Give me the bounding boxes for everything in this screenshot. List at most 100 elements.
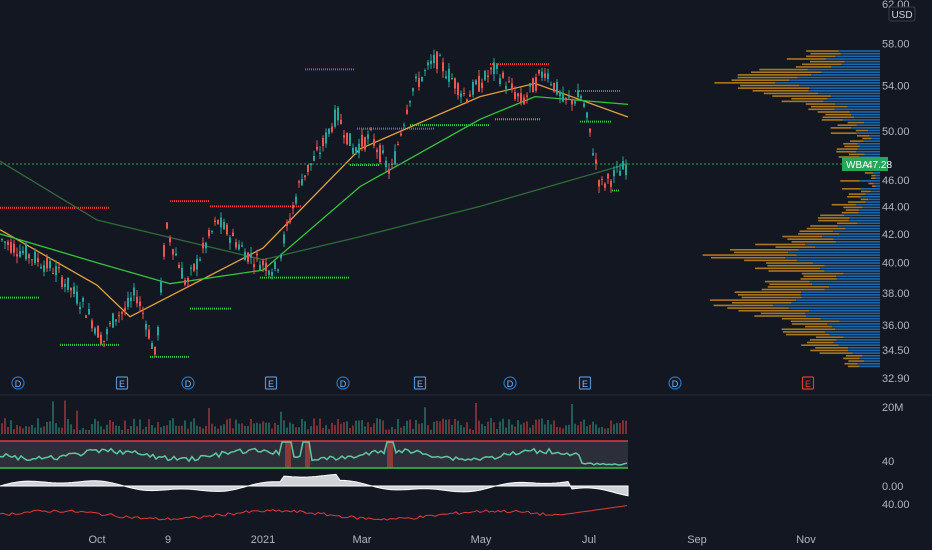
- volume-bar: [55, 423, 57, 434]
- earnings-marker[interactable]: E: [115, 376, 129, 390]
- earnings-marker[interactable]: E: [413, 376, 427, 390]
- volume-profile-bar: [843, 142, 858, 145]
- volume-bar: [226, 419, 228, 434]
- candle-body: [64, 283, 66, 288]
- volume-bar: [337, 419, 339, 434]
- candle-body: [235, 242, 237, 248]
- volume-bar: [361, 420, 363, 434]
- candle-body: [502, 72, 504, 78]
- dividend-marker[interactable]: D: [11, 376, 25, 390]
- volume-bar: [127, 428, 129, 434]
- candle-body: [40, 266, 42, 269]
- volume-bar: [10, 420, 12, 434]
- volume-bar: [571, 403, 573, 434]
- volume-profile-bar: [805, 103, 836, 105]
- volume-profile-bar: [843, 357, 860, 360]
- candle-body: [490, 67, 492, 70]
- candle-body: [559, 91, 561, 97]
- volume-profile-bar: [862, 354, 880, 357]
- candle-body: [19, 251, 21, 257]
- volume-profile-bar: [788, 307, 880, 309]
- candle-body: [574, 101, 576, 104]
- time-axis[interactable]: Oct 9 2021 Mar May Jul Sep Nov: [88, 534, 816, 546]
- time-tick-label: Jul: [582, 534, 596, 546]
- price-tick-label: 50.00: [882, 126, 910, 138]
- svg-text:D: D: [340, 379, 347, 389]
- volume-bar: [538, 419, 540, 434]
- volume-bar: [496, 429, 498, 434]
- volume-bar: [133, 418, 135, 434]
- candle-body: [250, 253, 252, 258]
- volume-profile-bar: [789, 79, 880, 81]
- volume-profile-bar: [801, 296, 880, 299]
- volume-bar: [52, 401, 54, 434]
- volume-profile-bar: [829, 333, 880, 336]
- volume-bar: [163, 425, 165, 434]
- candle-body: [349, 133, 351, 146]
- volume-profile-bar: [821, 71, 880, 74]
- candle-body: [244, 251, 246, 261]
- price-axis[interactable]: 62.00 58.00 54.00 50.00 46.00 44.00 42.00 40.00…: [882, 0, 910, 385]
- volume-bar: [580, 421, 582, 434]
- candle-body: [580, 96, 582, 99]
- candle-body: [121, 311, 123, 314]
- candle-body: [274, 261, 276, 269]
- candle-body: [520, 93, 522, 103]
- volume-bar: [358, 420, 360, 434]
- volume-profile-bar: [838, 344, 880, 346]
- volume-profile-bar: [830, 127, 852, 129]
- candle-body: [397, 144, 399, 146]
- candle-body: [73, 286, 75, 294]
- volume-bar: [427, 425, 429, 434]
- rsi-axis-label: 40: [882, 456, 894, 468]
- volume-profile-bar: [731, 79, 790, 81]
- volume-profile-bar: [811, 74, 880, 76]
- dividend-marker[interactable]: D: [668, 376, 682, 390]
- volume-profile-bar: [754, 315, 806, 317]
- volume-profile-bar: [858, 209, 880, 211]
- volume-profile-bar: [809, 339, 837, 341]
- earnings-marker[interactable]: E: [578, 376, 592, 390]
- volume-profile-bar: [865, 193, 880, 195]
- price-tick-label: 36.00: [882, 320, 910, 332]
- candle-body: [58, 267, 60, 269]
- volume-profile-bar: [844, 214, 880, 217]
- volume-profile-bar: [870, 190, 880, 193]
- volume-profile-bar: [851, 113, 880, 116]
- candle-body: [226, 224, 228, 235]
- volume-bar: [415, 419, 417, 434]
- volume-profile-bar: [825, 58, 880, 60]
- candle-body: [319, 152, 321, 154]
- volume-profile-bar: [856, 150, 880, 153]
- price-tick-label: 34.50: [882, 345, 910, 357]
- volume-profile-bar: [819, 352, 853, 354]
- dividend-marker[interactable]: D: [336, 376, 350, 390]
- dividend-marker[interactable]: D: [181, 376, 195, 390]
- volume-bar: [43, 426, 45, 434]
- candle-body: [133, 287, 135, 296]
- candle-body: [406, 109, 408, 114]
- volume-bar: [490, 418, 492, 434]
- volume-bar: [514, 426, 516, 434]
- volume-bar: [88, 429, 90, 434]
- candle-body: [214, 220, 216, 222]
- volume-bar: [622, 420, 624, 434]
- candle-body: [514, 92, 516, 99]
- candle-body: [190, 267, 192, 269]
- volume-bar: [214, 426, 216, 434]
- volume-profile-bar: [841, 63, 880, 66]
- candle-body: [97, 326, 99, 338]
- volume-profile-bar: [800, 294, 880, 296]
- earnings-marker[interactable]: E: [264, 376, 278, 390]
- volume-bar: [394, 429, 396, 434]
- volume-profile-bar: [818, 219, 849, 222]
- earnings-marker[interactable]: E: [801, 376, 815, 390]
- volume-profile-bar: [857, 135, 870, 137]
- candle-body: [436, 51, 438, 69]
- last-price-badge: WBA 47.28: [842, 157, 892, 171]
- dividend-marker[interactable]: D: [503, 376, 517, 390]
- candle-body: [598, 180, 600, 187]
- volume-bar: [292, 423, 294, 434]
